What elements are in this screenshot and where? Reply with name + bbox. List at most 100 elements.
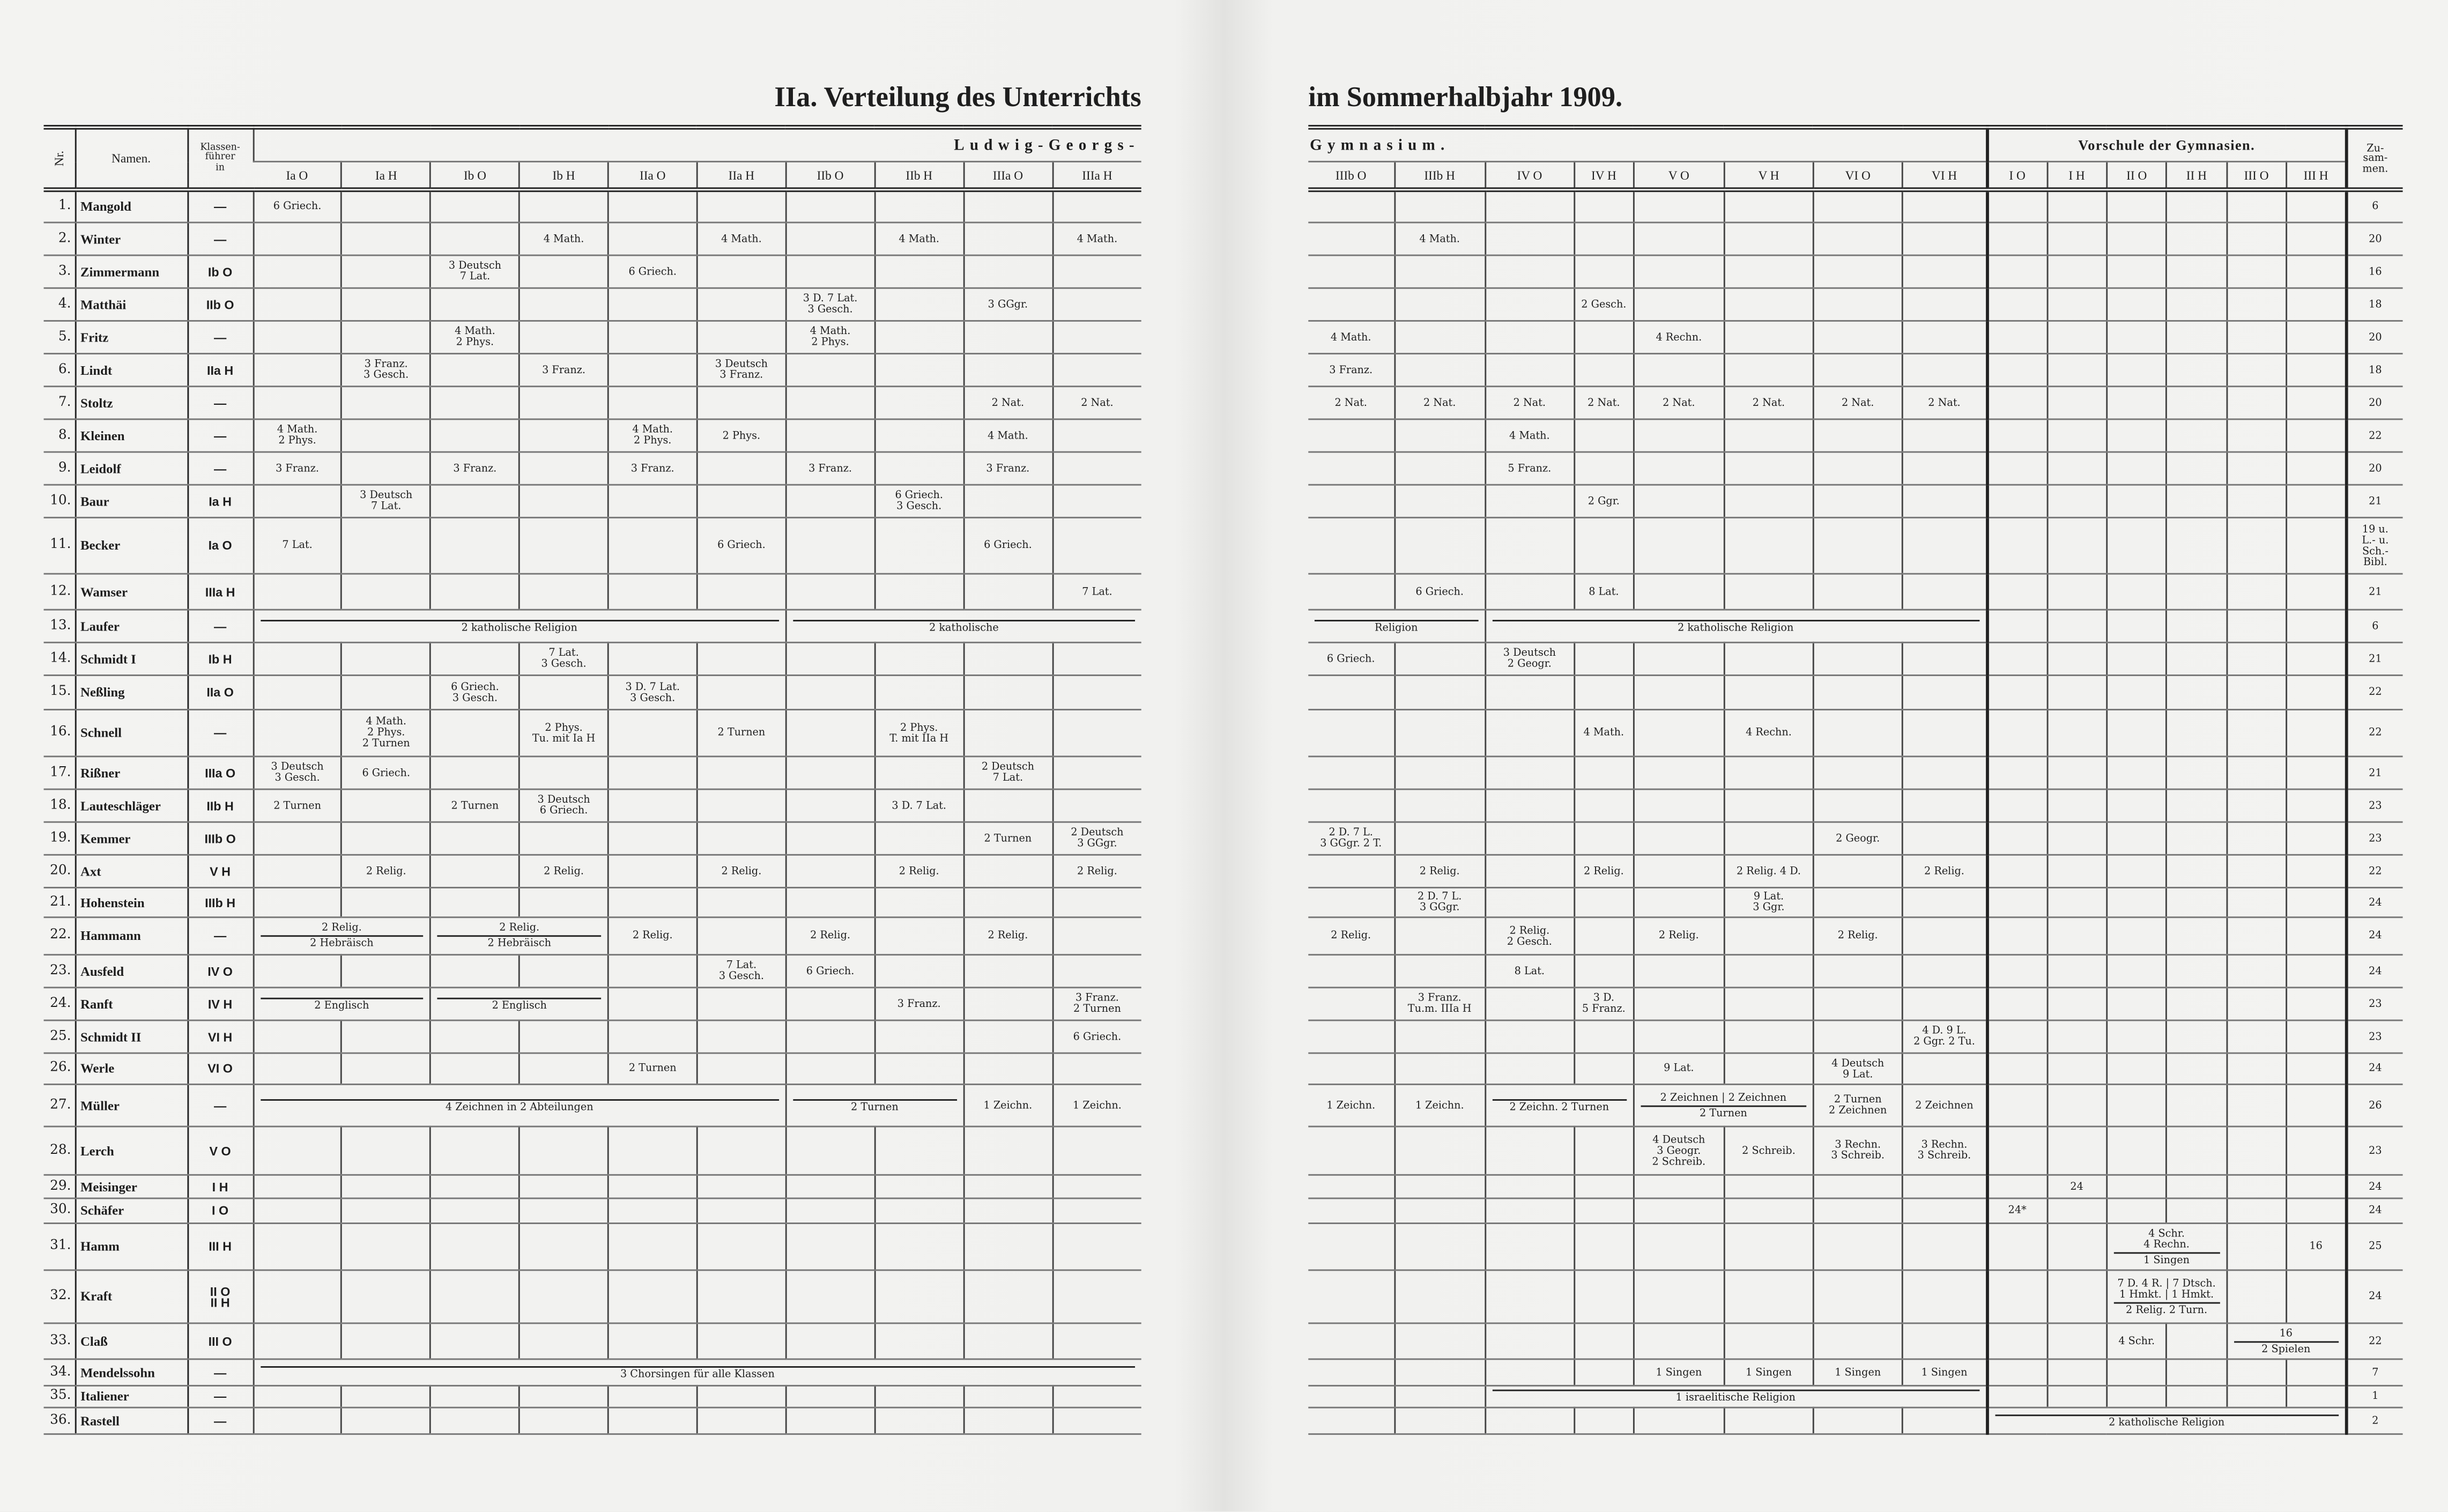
schedule-cell [785,855,875,888]
schedule-cell [873,756,964,790]
schedule-cell [340,222,431,256]
schedule-cell [1051,353,1141,388]
schedule-cell [696,386,786,420]
schedule-cell [2285,485,2347,518]
schedule-cell [1901,255,1987,289]
table-row: 12. Wamser IIIa H 7 Lat. [43,574,1141,611]
schedule-cell [2285,255,2347,289]
schedule-cell [962,887,1052,918]
schedule-cell [1985,709,2047,758]
schedule-cell [429,1323,520,1360]
teacher-name: Lauteschläger [74,789,188,823]
schedule-cell: 6 Griech. [340,756,431,790]
cell-upper-text: 2 Relig. [499,921,540,934]
schedule-cell [873,1407,964,1435]
class-leader-of: IV H [186,987,253,1021]
schedule-cell [1812,1407,1903,1435]
schedule-cell [2046,756,2107,790]
schedule-cell [2285,709,2347,758]
row-total: 20 [2345,321,2403,355]
schedule-cell [696,675,786,710]
spanning-cell: 2 Turnen [785,1084,964,1128]
schedule-cell [2226,189,2287,224]
schedule-cell [2285,987,2347,1021]
brace-line [437,935,602,937]
schedule-cell [2046,1198,2107,1225]
schedule-cell: 1 Zeichn. [1051,1084,1141,1128]
schedule-cell [607,353,698,388]
row-total: 22 [2345,1323,2403,1360]
row-total: 21 [2345,574,2403,611]
schedule-cell [1812,1020,1903,1054]
schedule-cell [2165,1198,2227,1225]
brace-line [259,619,779,621]
schedule-cell: 2 Schreib. [1723,1126,1814,1176]
schedule-cell [1985,954,2047,989]
schedule-cell: 7 Lat. [252,517,342,575]
schedule-cell [1901,822,1987,856]
schedule-cell: 3 Deutsch 7 Lat. [429,255,520,289]
schedule-cell [962,1223,1052,1271]
table-row: 2 Nat. 2 Nat. 2 Nat. 2 Nat. 2 Nat. 2 Nat. 2 Na… [1308,386,2403,420]
schedule-cell [340,1175,431,1199]
schedule-cell: 2 Relig. [1812,917,1903,956]
schedule-cell: 2 Deutsch 7 Lat. [962,756,1052,790]
teacher-name: Lerch [74,1126,188,1176]
schedule-cell [785,574,875,611]
schedule-cell [696,255,786,289]
table-row: 16. Schnell — 4 Math. 2 Phys. 2 Turnen 2 Phy… [43,709,1141,758]
row-total: 16 [2345,255,2403,289]
schedule-cell [1573,887,1634,918]
schedule-cell [1573,255,1634,289]
schedule-cell [1723,321,1814,355]
schedule-cell: 2 Relig. [1573,855,1634,888]
schedule-cell: 4 Rechn. [1633,321,1724,355]
schedule-cell [1393,189,1485,224]
schedule-cell [1985,987,2047,1021]
schedule-cell [2105,419,2167,453]
schedule-cell [1901,452,1987,486]
class-leader-of: VI H [186,1020,253,1054]
schedule-cell [1573,756,1634,790]
schedule-cell [2285,789,2347,823]
schedule-cell [785,419,875,453]
schedule-cell [252,822,342,856]
class-leader-of: II O II H [186,1270,253,1324]
schedule-cell [1812,288,1903,322]
schedule-cell [785,1385,875,1409]
schedule-cell [2165,1126,2227,1176]
schedule-cell [2105,189,2167,224]
schedule-cell [252,1270,342,1324]
schedule-cell: 2 Nat. [1051,386,1141,420]
table-row: 21. Hohenstein IIIb H [43,887,1141,918]
schedule-cell [1901,917,1987,956]
row-total: 6 [2345,610,2403,643]
schedule-cell [696,1407,786,1435]
schedule-cell [252,855,342,888]
schedule-cell [252,887,342,918]
schedule-cell [340,1053,431,1085]
schedule-cell [696,1385,786,1409]
schedule-cell: 2 Relig. [785,917,875,956]
schedule-cell [1308,1223,1394,1271]
schedule-cell [2226,419,2287,453]
schedule-cell [1901,574,1987,611]
schedule-cell [696,1020,786,1054]
schedule-cell [2285,517,2347,575]
schedule-cell: 6 Griech. [1051,1020,1141,1054]
schedule-cell [873,574,964,611]
schedule-cell [962,321,1052,355]
schedule-cell [962,1020,1052,1054]
schedule-cell [1573,452,1634,486]
schedule-cell: 4 Math. [518,222,609,256]
schedule-cell [1985,1175,2047,1199]
row-number: 32. [43,1270,75,1324]
teacher-name: Lindt [74,353,188,388]
teacher-name: Ausfeld [74,954,188,989]
schedule-cell: 3 Franz. [607,452,698,486]
schedule-cell: 3 Franz. 3 Gesch. [340,353,431,388]
schedule-cell [607,386,698,420]
row-number: 27. [43,1084,75,1128]
schedule-cell [607,517,698,575]
schedule-cell [1308,954,1394,989]
